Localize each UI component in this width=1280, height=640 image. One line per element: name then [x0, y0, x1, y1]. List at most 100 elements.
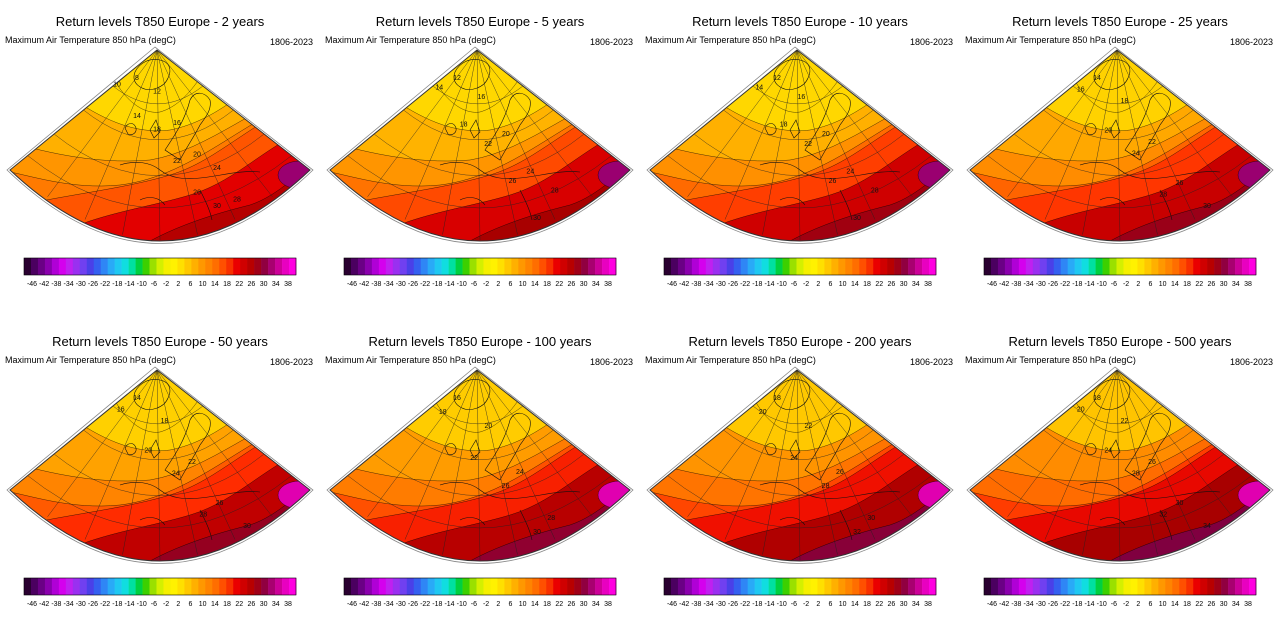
colorbar-swatch: [768, 578, 776, 595]
colorbar-tick-label: -22: [1060, 601, 1070, 608]
field-band: [917, 160, 950, 190]
colorbar-swatch: [261, 258, 269, 275]
colorbar-tick-label: 18: [863, 281, 871, 288]
field-band: [1237, 480, 1270, 510]
colorbar-swatch: [1193, 578, 1201, 595]
colorbar-tick-label: -10: [457, 601, 467, 608]
colorbar-swatch: [1242, 578, 1250, 595]
colorbar-tick-label: -14: [764, 601, 774, 608]
colorbar-swatch: [1158, 578, 1166, 595]
colorbar-swatch: [44, 578, 53, 595]
graticule: [667, 50, 932, 241]
contour-label: 30: [853, 215, 861, 222]
colorbar-swatch: [705, 578, 714, 595]
colorbar-swatch: [761, 578, 769, 595]
colorbar-tick-label: 6: [1149, 601, 1153, 608]
colorbar-swatch: [455, 578, 463, 595]
colorbar-swatch: [1081, 578, 1089, 595]
colorbar-swatch: [163, 258, 171, 275]
colorbar-swatch: [553, 258, 561, 275]
colorbar: -46 -42 -38 -34 -30 -26 -22 -18 -14 -10 -6 -2 2 6 10 14…: [343, 577, 617, 608]
colorbar-tick-label: -14: [444, 601, 454, 608]
colorbar-swatch: [698, 578, 707, 595]
map-frame: [969, 369, 1271, 562]
colorbar-swatch: [455, 258, 463, 275]
temperature-field: [330, 370, 630, 561]
map-plot: 14 16 18 20 22 24 26 28 30: [6, 366, 314, 564]
contour-label: 26: [836, 469, 844, 476]
colorbar-swatch: [37, 578, 46, 595]
colorbar-swatch: [838, 258, 846, 275]
panel-period: 1806-2023: [1229, 357, 1273, 367]
colorbar-swatch: [859, 578, 867, 595]
colorbar-swatch: [824, 258, 832, 275]
colorbar-swatch: [504, 258, 512, 275]
colorbar-swatch: [929, 258, 937, 275]
colorbar-swatch: [997, 578, 1006, 595]
colorbar-swatch: [908, 258, 916, 275]
colorbar-tick-label: 26: [248, 281, 256, 288]
contour-label: 24: [516, 469, 524, 476]
colorbar-tick-label: -46: [667, 601, 677, 608]
map-panel: Return levels T850 Europe - 2 years Maxim…: [0, 0, 320, 320]
colorbar-tick-label: 22: [1195, 281, 1203, 288]
contour-label: 20: [502, 131, 510, 138]
colorbar-swatch: [560, 258, 568, 275]
colorbar-swatch: [434, 258, 442, 275]
contour-label: 16: [117, 407, 125, 414]
map-panel: Return levels T850 Europe - 100 years Max…: [320, 320, 640, 640]
colorbar-swatch: [845, 578, 853, 595]
colorbar-swatch: [504, 578, 512, 595]
coastline: [759, 379, 901, 541]
colorbar-tick-label: -30: [76, 281, 86, 288]
panel-subtitle: Maximum Air Temperature 850 hPa (degC): [325, 35, 496, 45]
map-frame-outer: [966, 46, 1274, 244]
map-frame: [329, 369, 631, 562]
colorbar-swatch: [1172, 578, 1180, 595]
map-panel: Return levels T850 Europe - 50 years Maxi…: [0, 320, 320, 640]
colorbar-swatch: [51, 578, 60, 595]
contour-label: 30: [533, 215, 541, 222]
colorbar-swatch: [469, 578, 477, 595]
contour-label: 24: [790, 455, 798, 462]
colorbar-swatch: [1039, 578, 1048, 595]
colorbar-tick-label: 30: [260, 601, 268, 608]
colorbar-tick-label: 2: [176, 281, 180, 288]
colorbar-swatch: [1046, 258, 1055, 275]
colorbar-tick-label: -26: [1048, 601, 1058, 608]
colorbar: -46 -42 -38 -34 -30 -26 -22 -18 -14 -10 -6 -2 2 6 10 14…: [663, 257, 937, 288]
colorbar-swatch: [782, 258, 790, 275]
colorbar-swatch: [824, 578, 832, 595]
colorbar-tick-label: -6: [471, 281, 477, 288]
colorbar-tick-label: -14: [1084, 281, 1094, 288]
contour-label: 20: [1077, 407, 1085, 414]
colorbar-tick-label: 26: [568, 601, 576, 608]
colorbar-tick-label: 6: [1149, 281, 1153, 288]
colorbar-swatch: [462, 578, 470, 595]
colorbar-frame: [663, 577, 937, 596]
map-frame: [329, 49, 631, 242]
colorbar-tick-label: -26: [728, 601, 738, 608]
colorbar-tick-label: -42: [39, 281, 49, 288]
colorbar-swatch: [915, 578, 923, 595]
colorbar-tick-label: 2: [816, 281, 820, 288]
colorbar-swatch: [24, 258, 32, 275]
colorbar-tick-label: -38: [371, 281, 381, 288]
colorbar-tick-label: -42: [359, 281, 369, 288]
colorbar-tick-label: -46: [347, 601, 357, 608]
colorbar-swatch: [664, 258, 672, 275]
map-frame: [649, 369, 951, 562]
coastline: [119, 59, 261, 221]
colorbar-swatch: [726, 578, 735, 595]
colorbar-swatch: [1011, 258, 1020, 275]
colorbar-swatch: [72, 578, 81, 595]
colorbar-tick-label: 10: [199, 601, 207, 608]
colorbar-swatch: [247, 578, 255, 595]
coastline: [439, 379, 581, 541]
map-panel: Return levels T850 Europe - 200 years Max…: [640, 320, 960, 640]
contour-label: 22: [484, 141, 492, 148]
colorbar-tick-label: -18: [432, 601, 442, 608]
colorbar-tick-label: 26: [1208, 601, 1216, 608]
colorbar-swatch: [810, 578, 818, 595]
colorbar-swatch: [677, 258, 686, 275]
